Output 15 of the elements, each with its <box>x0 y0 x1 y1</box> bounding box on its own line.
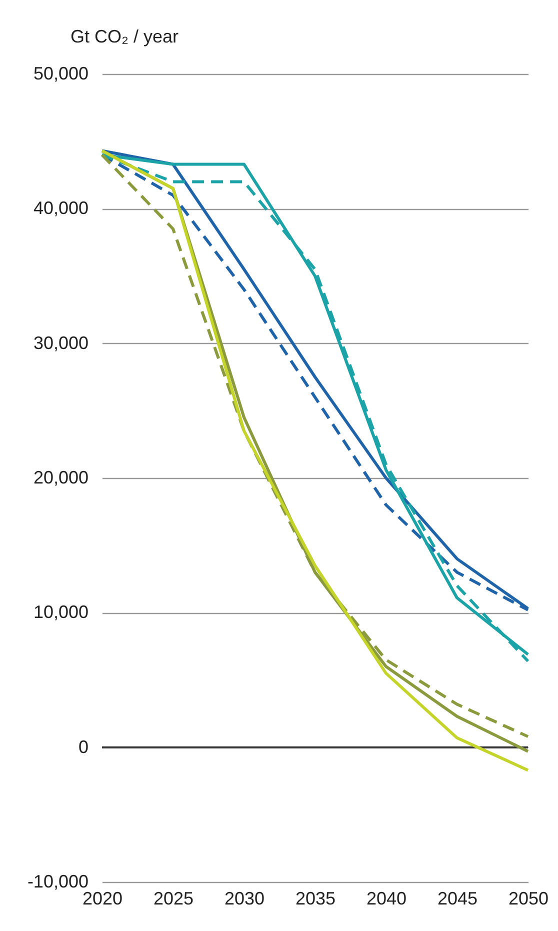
x-tick-label: 2035 <box>295 888 336 908</box>
y-tick-label: 20,000 <box>33 468 88 488</box>
y-tick-label: 50,000 <box>33 64 88 84</box>
y-tick-label: 30,000 <box>33 332 88 353</box>
x-tick-label: 2030 <box>224 888 265 908</box>
y-tick-label: 10,000 <box>33 602 88 622</box>
y-axis-title: Gt CO₂ / year <box>70 26 179 46</box>
x-tick-label: 2045 <box>437 888 478 908</box>
x-tick-label: 2040 <box>366 888 407 908</box>
y-tick-label: -10,000 <box>27 872 88 892</box>
x-tick-label: 2050 <box>508 888 549 908</box>
x-tick-label: 2025 <box>153 888 194 908</box>
x-tick-label: 2020 <box>82 888 123 908</box>
y-tick-label: 40,000 <box>33 198 88 218</box>
y-tick-label: 0 <box>78 736 88 757</box>
